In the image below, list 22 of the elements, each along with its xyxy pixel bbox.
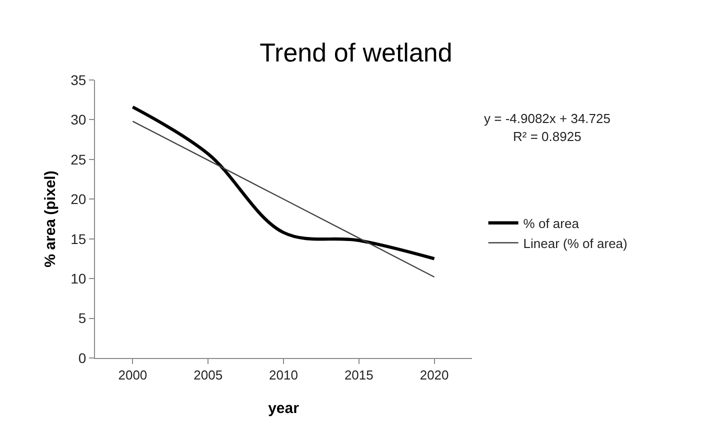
y-axis-title: % area (pixel) — [42, 170, 59, 268]
y-tick-label: 25 — [70, 151, 86, 168]
y-tick-label: 30 — [70, 112, 86, 128]
x-tick-label: 2010 — [269, 368, 298, 383]
y-tick-label: 35 — [70, 72, 86, 88]
x-tick-label: 2005 — [194, 368, 223, 383]
x-tick-label: 2015 — [344, 368, 374, 383]
y-tick-label: 20 — [70, 191, 86, 208]
y-tick-label: 5 — [78, 310, 86, 326]
chart-title: Trend of wetland — [260, 38, 452, 68]
text: y = -4.9082x + 34.725 — [484, 111, 610, 126]
x-axis-title: year — [268, 400, 300, 417]
y-tick-label: 0 — [78, 350, 86, 366]
x-tick-label: 2020 — [420, 368, 449, 383]
legend-label: Linear (% of area) — [523, 236, 628, 251]
y-tick-label: 10 — [70, 270, 86, 286]
y-tick-label: 15 — [70, 230, 86, 247]
legend-label: % of area — [523, 216, 580, 231]
line-series — [132, 120, 435, 278]
x-tick-label: 2000 — [118, 368, 148, 383]
line-series — [131, 105, 436, 260]
text: R² = 0.8925 — [513, 129, 582, 144]
